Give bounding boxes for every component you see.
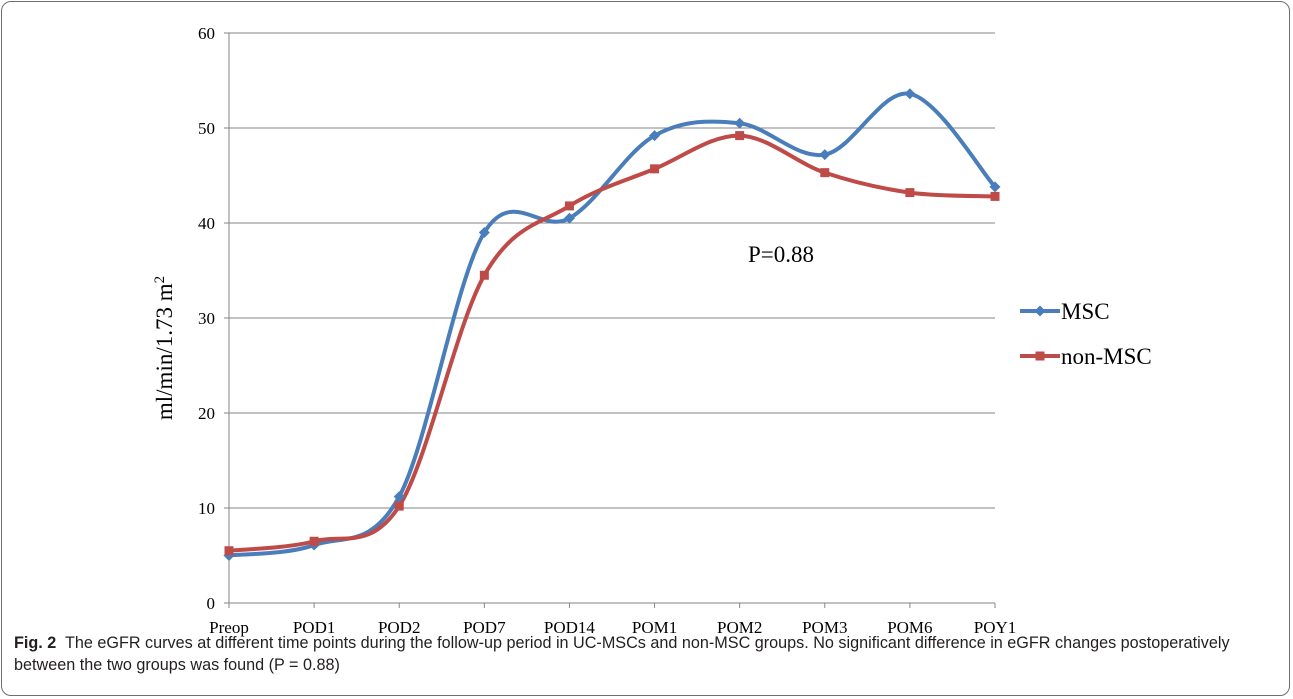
figure-caption: Fig. 2 The eGFR curves at different time… bbox=[14, 633, 1276, 676]
legend-marker-non-msc bbox=[1035, 351, 1045, 361]
x-tick-label: POM1 bbox=[632, 618, 677, 637]
data-point-non-msc bbox=[905, 188, 915, 198]
x-tick-label: POD14 bbox=[544, 618, 596, 637]
data-point-non-msc bbox=[309, 536, 319, 546]
data-point-non-msc bbox=[990, 191, 1000, 201]
legend-label-msc: MSC bbox=[1061, 299, 1110, 324]
y-tick-labels: 0 10 20 30 40 50 60 bbox=[198, 24, 215, 613]
x-tick-label: POY1 bbox=[974, 618, 1017, 637]
legend-label-non-msc: non-MSC bbox=[1061, 344, 1152, 369]
data-point-msc bbox=[734, 117, 746, 129]
y-tick-label: 0 bbox=[207, 594, 216, 613]
series-lines bbox=[228, 91, 997, 558]
data-point-msc bbox=[393, 491, 405, 503]
data-point-msc bbox=[649, 130, 661, 142]
data-point-non-msc bbox=[564, 201, 574, 211]
x-tick-label: POD1 bbox=[293, 618, 336, 637]
data-point-msc bbox=[989, 181, 1001, 193]
y-tick-label: 60 bbox=[198, 24, 215, 43]
gridlines bbox=[229, 32, 995, 509]
y-tick-label: 20 bbox=[198, 404, 215, 423]
data-point-non-msc bbox=[394, 501, 404, 511]
y-tick-label: 40 bbox=[198, 214, 215, 233]
data-point-msc bbox=[819, 149, 831, 161]
legend: MSC non-MSC bbox=[1020, 299, 1152, 369]
x-tick-label: POD7 bbox=[463, 618, 506, 637]
data-point-non-msc bbox=[224, 546, 234, 556]
x-tick-labels: Preop POD1 POD2 POD7 POD14 POM1 POM2 POM3 POM6 PO… bbox=[209, 618, 1016, 637]
x-tick-label: Preop bbox=[209, 618, 249, 637]
legend-marker-msc bbox=[1034, 305, 1046, 317]
x-tick-label: POM6 bbox=[887, 618, 932, 637]
series-line-msc bbox=[228, 91, 997, 558]
axes bbox=[224, 32, 996, 608]
caption-label: Fig. 2 bbox=[14, 634, 57, 652]
data-point-msc bbox=[904, 88, 916, 100]
x-tick-label: POM2 bbox=[717, 618, 762, 637]
series-line-non-msc bbox=[228, 133, 996, 553]
p-value-annotation: P=0.88 bbox=[748, 242, 814, 267]
data-point-non-msc bbox=[479, 270, 489, 280]
y-tick-label: 50 bbox=[198, 119, 215, 138]
y-tick-label: 30 bbox=[198, 309, 215, 328]
egfr-line-chart: 0 10 20 30 40 50 60 Preop POD1 POD2 POD7 POD14 POM1… bbox=[152, 24, 1152, 637]
x-tick-label: POD2 bbox=[378, 618, 421, 637]
x-tick-label: POM3 bbox=[802, 618, 847, 637]
data-point-non-msc bbox=[735, 131, 745, 141]
y-axis-label: ml/min/1.73 m2 bbox=[152, 276, 177, 420]
data-point-msc bbox=[563, 212, 575, 224]
data-point-msc bbox=[478, 227, 490, 238]
data-point-non-msc bbox=[820, 168, 830, 178]
caption-text: The eGFR curves at different time points… bbox=[14, 634, 1230, 674]
y-tick-label: 10 bbox=[198, 499, 215, 518]
series-markers bbox=[223, 88, 1001, 561]
data-point-non-msc bbox=[650, 164, 660, 174]
